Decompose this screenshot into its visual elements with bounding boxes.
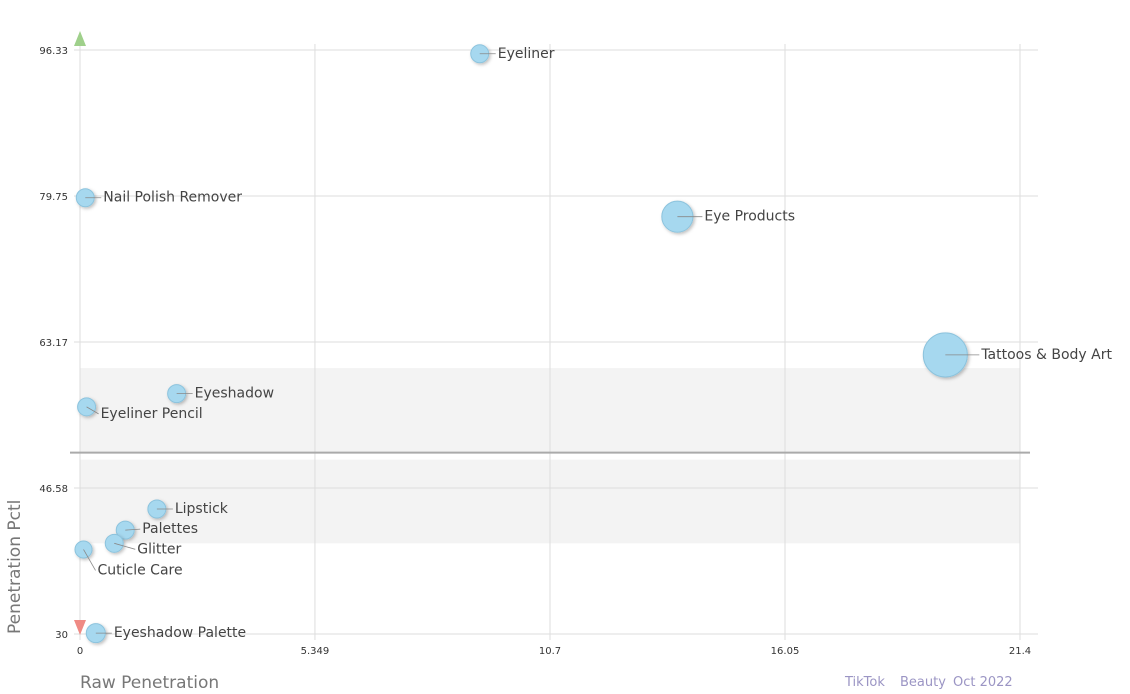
- footer-period: Oct 2022: [953, 675, 1013, 690]
- x-tick-label: 21.4: [1009, 646, 1031, 657]
- point-label: Cuticle Care: [98, 562, 183, 578]
- data-points: Tattoos & Body Art Eye Products Eyeliner Na…: [74, 44, 1112, 644]
- data-point: Glitter: [104, 533, 181, 557]
- data-point: Eyeshadow: [167, 384, 274, 404]
- x-tick-label: 5.349: [301, 646, 330, 657]
- label-connector: [83, 549, 96, 571]
- y-tick-label: 63.17: [39, 338, 68, 349]
- x-tick-label: 16.05: [771, 646, 800, 657]
- point-label: Palettes: [142, 521, 198, 537]
- y-tick-label: 96.33: [39, 46, 68, 57]
- footer-source: TikTok: [844, 675, 885, 690]
- point-label: Nail Polish Remover: [103, 190, 242, 206]
- data-point: Lipstick: [147, 499, 229, 519]
- point-label: Eyeliner Pencil: [101, 406, 203, 422]
- point-label: Lipstick: [175, 501, 229, 517]
- arrow-down-head: [74, 620, 86, 635]
- data-point: Palettes: [115, 520, 198, 540]
- y-tick-label: 79.75: [39, 192, 68, 203]
- label-connector: [125, 528, 141, 531]
- data-point: Tattoos & Body Art: [922, 332, 1112, 378]
- label-connector: [114, 542, 136, 550]
- label-connector: [86, 406, 99, 415]
- point-label: Eyeliner: [498, 46, 555, 62]
- data-point: Cuticle Care: [74, 540, 183, 578]
- point-label: Eyeshadow: [195, 386, 274, 402]
- point-label: Tattoos & Body Art: [980, 347, 1112, 363]
- footer-category: Beauty: [900, 675, 946, 690]
- x-tick-label: 10.7: [539, 646, 561, 657]
- data-point: Eyeliner: [470, 44, 555, 64]
- y-tick-label: 30: [55, 630, 68, 641]
- y-axis-arrow: [74, 31, 86, 635]
- point-label: Glitter: [137, 541, 181, 557]
- point-label: Eyeshadow Palette: [114, 625, 246, 641]
- point-label: Eye Products: [704, 209, 795, 225]
- x-tick-label: 0: [77, 646, 83, 657]
- y-axis-title: Penetration Pctl: [5, 500, 25, 634]
- data-point: Eyeliner Pencil: [77, 397, 203, 422]
- tick-labels: 0 5.349 10.7 16.05 21.4 30 46.58 63.17 79.75 96.3…: [39, 46, 1031, 657]
- grid-lines: [74, 44, 1038, 640]
- x-axis-title: Raw Penetration: [80, 673, 219, 693]
- y-tick-label: 46.58: [39, 484, 68, 495]
- arrow-up-head: [74, 31, 86, 46]
- data-point: Nail Polish Remover: [75, 188, 242, 208]
- data-point: Eye Products: [661, 200, 795, 233]
- data-point: Eyeshadow Palette: [85, 623, 246, 644]
